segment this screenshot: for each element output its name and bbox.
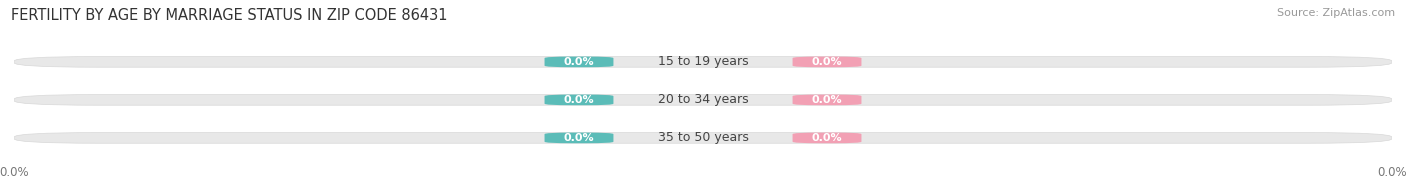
- Text: 35 to 50 years: 35 to 50 years: [658, 131, 748, 144]
- Text: FERTILITY BY AGE BY MARRIAGE STATUS IN ZIP CODE 86431: FERTILITY BY AGE BY MARRIAGE STATUS IN Z…: [11, 8, 447, 23]
- FancyBboxPatch shape: [544, 57, 613, 67]
- FancyBboxPatch shape: [793, 95, 862, 105]
- FancyBboxPatch shape: [544, 132, 613, 143]
- Text: 0.0%: 0.0%: [811, 133, 842, 143]
- Text: 0.0%: 0.0%: [811, 95, 842, 105]
- FancyBboxPatch shape: [793, 57, 862, 67]
- Text: 0.0%: 0.0%: [564, 95, 595, 105]
- Text: 0.0%: 0.0%: [564, 133, 595, 143]
- Text: 20 to 34 years: 20 to 34 years: [658, 93, 748, 106]
- Text: 15 to 19 years: 15 to 19 years: [658, 55, 748, 68]
- FancyBboxPatch shape: [14, 132, 1392, 143]
- FancyBboxPatch shape: [793, 132, 862, 143]
- Text: 0.0%: 0.0%: [564, 57, 595, 67]
- FancyBboxPatch shape: [14, 57, 1392, 67]
- Text: Source: ZipAtlas.com: Source: ZipAtlas.com: [1277, 8, 1395, 18]
- FancyBboxPatch shape: [544, 95, 613, 105]
- FancyBboxPatch shape: [14, 95, 1392, 105]
- Text: 0.0%: 0.0%: [811, 57, 842, 67]
